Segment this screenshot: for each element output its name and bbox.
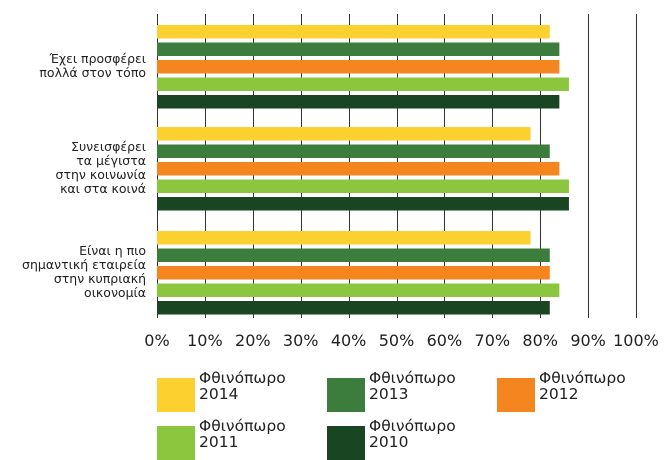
legend-label-2014-line2: 2014 (199, 385, 239, 403)
legend-label-2011-line1: Φθινόπωρο (199, 417, 286, 435)
category-label-0-line-0: Έχει προσφέρει (49, 50, 146, 66)
bar-0-2 (157, 60, 560, 74)
legend-swatch-2011 (157, 426, 195, 460)
legend-swatch-2013 (327, 378, 365, 412)
x-tick-label-5: 50% (379, 331, 415, 350)
legend-label-2013-line1: Φθινόπωρο (369, 369, 456, 387)
category-label-1-line-3: και στα κοινά (60, 180, 146, 196)
x-tick-label-9: 90% (570, 331, 606, 350)
x-tick-label-8: 80% (522, 331, 558, 350)
category-label-0-line-1: πολλά στον τόπο (39, 64, 146, 80)
legend-label-2010-line2: 2010 (369, 433, 409, 451)
bar-chart: 0% 10% 20% 30% 40% 50% 60% 70% 80% 90% 100% (144, 14, 659, 350)
x-tick-label-2: 20% (235, 331, 271, 350)
x-tick-label-10: 100% (613, 331, 659, 350)
category-label-2: Είναι η πιο σημαντική εταιρεία στην κυπρια… (0, 242, 146, 300)
category-label-2-line-1: σημαντική εταιρεία (22, 256, 146, 272)
category-label-2-line-2: στην κυπριακή (53, 270, 146, 286)
bar-2-2 (157, 266, 550, 280)
legend-label-2010-line1: Φθινόπωρο (369, 417, 456, 435)
category-label-1-line-0: Συνεισφέρει (71, 138, 146, 154)
legend: Φθινόπωρο 2014 Φθινόπωρο 2013 Φθινόπωρο … (0, 368, 669, 460)
bar-1-2 (157, 162, 560, 176)
legend-label-2012-line1: Φθινόπωρο (539, 369, 626, 387)
bar-1-3 (157, 179, 569, 193)
x-tick-label-0: 0% (144, 331, 169, 350)
legend-swatch-2012 (497, 378, 535, 412)
bar-1-1 (157, 144, 550, 158)
category-label-2-line-0: Είναι η πιο (79, 242, 146, 258)
legend-label-2011-line2: 2011 (199, 433, 239, 451)
legend-swatch-2010 (327, 426, 365, 460)
legend-label-2013-line2: 2013 (369, 385, 409, 403)
legend-label-2014-line1: Φθινόπωρο (199, 369, 286, 387)
x-tick-label-3: 30% (283, 331, 319, 350)
legend-label-2012-line2: 2012 (539, 385, 579, 403)
bar-1-0 (157, 127, 531, 141)
bar-2-3 (157, 283, 560, 297)
legend-swatch-2014 (157, 378, 195, 412)
x-tick-label-6: 60% (427, 331, 463, 350)
x-tick-label-1: 10% (187, 331, 223, 350)
bar-0-3 (157, 77, 569, 91)
category-label-0: Έχει προσφέρει πολλά στον τόπο (0, 50, 146, 80)
bar-1-4 (157, 197, 569, 211)
bar-0-1 (157, 42, 560, 56)
category-label-1: Συνεισφέρει τα μέγιστα στην κοινωνία και στ… (0, 138, 146, 196)
bar-2-1 (157, 248, 550, 262)
category-label-2-line-3: οικονομία (84, 284, 146, 300)
x-tick-label-7: 70% (475, 331, 511, 350)
bar-2-0 (157, 231, 531, 245)
bar-0-0 (157, 25, 550, 39)
bar-0-4 (157, 95, 560, 109)
x-tick-label-4: 40% (331, 331, 367, 350)
category-label-1-line-2: στην κοινωνία (55, 166, 146, 182)
bar-2-4 (157, 301, 550, 315)
category-label-1-line-1: τα μέγιστα (76, 152, 146, 168)
